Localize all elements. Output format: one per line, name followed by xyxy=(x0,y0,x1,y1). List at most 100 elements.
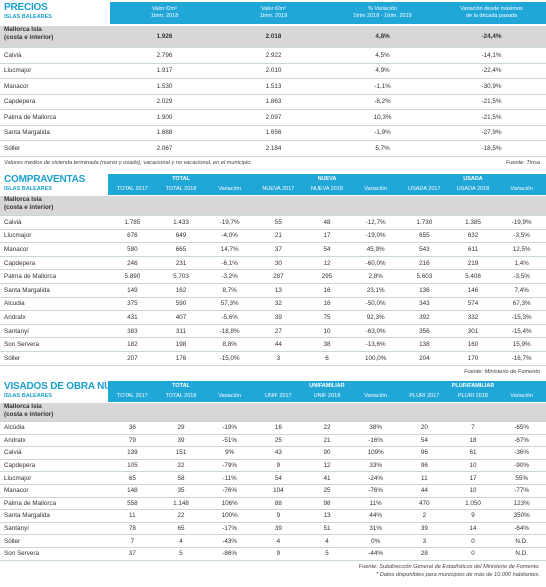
group-header: NUEVA xyxy=(254,174,400,184)
cell-value: -76% xyxy=(368,487,383,495)
cell-value: 38% xyxy=(369,424,382,432)
cell-value: 0 xyxy=(471,537,475,545)
data-row: Calvià 1.785 1.433 -19,7% 55 48 -12,7% 1.730 1.3… xyxy=(0,216,546,230)
row-name: Calvià xyxy=(4,449,22,457)
row-name: Llucmajor xyxy=(4,67,32,75)
row-name: Capdepera xyxy=(4,462,36,470)
cell-value: 149 xyxy=(127,286,138,294)
cell-value: 5.703 xyxy=(173,273,189,281)
cell-value: 160 xyxy=(467,341,479,349)
row-name: Sóller xyxy=(4,354,21,362)
cell-value: -16% xyxy=(368,436,383,444)
cell-value: 11 xyxy=(129,512,136,520)
cell-value: 295 xyxy=(321,273,333,281)
cell-value: 1.688 xyxy=(156,129,173,137)
cell-value: 10,3% xyxy=(373,113,392,121)
cell-value: 1.730 xyxy=(416,218,433,226)
cell-value: 407 xyxy=(175,313,187,321)
cell-value: -16,7% xyxy=(511,354,532,362)
cell-value: 16 xyxy=(323,300,331,308)
cell-value: 6 xyxy=(325,354,329,362)
cell-value: 10 xyxy=(469,487,477,495)
cell-value: 3 xyxy=(276,354,281,362)
column-header: UNIF 2017 xyxy=(254,391,303,402)
cell-value: 109% xyxy=(367,449,384,457)
cell-value: 27 xyxy=(274,327,282,335)
cell-value: 343 xyxy=(419,300,430,308)
group-header: PLURIFAMILIAR xyxy=(400,381,546,391)
data-row: Manacor 148 35 -76% 104 25 -76% 44 10 -77% xyxy=(0,485,546,498)
visados-section: VISADOS DE OBRA NUEVA ISLAS BALEARES TOTAL… xyxy=(0,379,546,587)
cell-value: 12 xyxy=(323,462,331,470)
cell-value: 246 xyxy=(127,259,138,267)
cell-value: 231 xyxy=(175,259,187,267)
cell-value: 106% xyxy=(221,499,238,507)
cell-value: 543 xyxy=(419,245,430,253)
cell-value: -50,0% xyxy=(365,300,386,308)
cell-value: -76% xyxy=(222,487,237,495)
cell-value: 170 xyxy=(467,354,479,362)
data-row: Palma de Mallorca 558 1.148 106% 88 98 11% 470 1… xyxy=(0,498,546,511)
header-line: 1trim 2018 - 1trim. 2019 xyxy=(353,13,412,19)
section-title: PRECIOS xyxy=(4,2,48,13)
data-row: Sóller 2.067 2.184 5,7% -18,5% xyxy=(0,141,546,157)
cell-value: -63,0% xyxy=(365,327,386,335)
cell-value: -18,8% xyxy=(219,327,240,335)
cell-value: -13,6% xyxy=(365,341,386,349)
cell-value: 10 xyxy=(323,327,331,335)
cell-value: 28 xyxy=(420,550,428,558)
data-row: Palma de Mallorca 1.900 2.097 10,3% -21,5% xyxy=(0,110,546,126)
row-name: Santa Margalida xyxy=(4,129,50,137)
cell-value: 5 xyxy=(325,550,329,558)
cell-value: 151 xyxy=(175,449,187,457)
cell-value: 665 xyxy=(175,245,187,253)
cell-value: -19,7% xyxy=(219,218,240,226)
row-name: Sóller xyxy=(4,537,21,545)
cell-value: 350% xyxy=(513,512,530,520)
data-row: Manacor 1.530 1.513 -1,1% -30,9% xyxy=(0,79,546,95)
column-header: Variación desde máximos de la década pasa… xyxy=(437,2,546,24)
cell-value: 39 xyxy=(177,436,185,444)
cell-value: 1.513 xyxy=(265,82,282,90)
region-row: Mallorca Isla (costa e interior) xyxy=(0,196,546,216)
region-label: Mallorca Isla xyxy=(4,403,42,410)
row-name: Calvià xyxy=(4,218,22,226)
row-name: Son Servera xyxy=(4,550,40,558)
data-row: Sóller 207 176 -15,0% 3 6 100,0% 204 170 -16,7% xyxy=(0,352,546,366)
data-row: Sóller 7 4 -43% 4 4 0% 3 0 N.D. xyxy=(0,535,546,548)
cell-value: 207 xyxy=(127,354,138,362)
cell-value: 100% xyxy=(221,512,238,520)
cell-value: 22 xyxy=(177,462,185,470)
cell-value: 9% xyxy=(225,449,235,457)
data-row: Santa Margalida 149 162 8,7% 13 16 23,1% 136 146… xyxy=(0,284,546,298)
cell-value: 16 xyxy=(323,286,331,294)
column-header: Variación xyxy=(497,184,546,195)
cell-value: 0 xyxy=(471,550,475,558)
cell-value: 470 xyxy=(419,499,430,507)
cell-value: 9 xyxy=(276,550,281,558)
cell-value: 13 xyxy=(274,286,282,294)
footnote: Valores medios de vivienda terminada (nu… xyxy=(4,159,252,166)
cell-value: 5.603 xyxy=(416,273,433,281)
row-name: Capdepera xyxy=(4,259,36,267)
cell-value: 75 xyxy=(323,313,331,321)
cell-value: 574 xyxy=(467,300,479,308)
cell-value: 0% xyxy=(371,537,381,545)
cell-value: -77% xyxy=(514,487,529,495)
cell-value: 2.029 xyxy=(156,98,173,106)
cell-value: 55% xyxy=(515,474,528,482)
cell-value: 2.796 xyxy=(156,51,173,59)
data-row: Alcudia 375 590 57,3% 32 16 -50,0% 343 574 67,3% xyxy=(0,298,546,312)
column-header: TOTAL 2017 xyxy=(108,391,157,402)
cell-value: 22 xyxy=(177,512,185,520)
cell-value: 38 xyxy=(323,341,331,349)
data-row: Andratx 79 39 -51% 25 21 -16% 54 18 -67% xyxy=(0,435,546,448)
cell-value: 676 xyxy=(127,232,138,240)
source: * Datos disponibles para municipios de m… xyxy=(376,571,540,578)
region-name: Mallorca Isla (costa e interior) xyxy=(4,26,53,47)
cell-value: 1.863 xyxy=(265,98,282,106)
cell-value: 37 xyxy=(128,550,136,558)
cell-value: 9 xyxy=(471,512,475,520)
row-name: Alcúdia xyxy=(4,424,25,432)
cell-value: 31% xyxy=(369,525,382,533)
